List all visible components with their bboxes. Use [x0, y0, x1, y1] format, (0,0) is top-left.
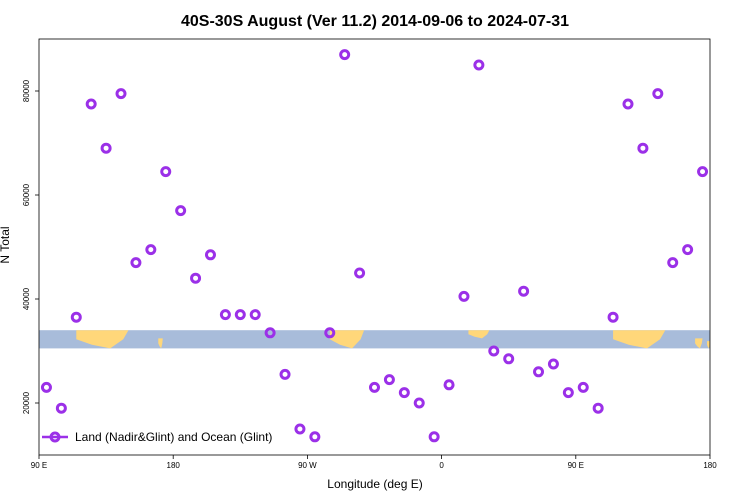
data-point	[175, 205, 187, 217]
data-point	[398, 387, 410, 399]
data-point	[369, 381, 380, 393]
y-tick-label: 60000	[22, 183, 31, 206]
chart-title: 40S-30S August (Ver 11.2) 2014-09-06 to …	[181, 13, 569, 30]
map-land-shape	[695, 338, 703, 349]
y-tick-label: 40000	[22, 287, 31, 310]
data-point	[55, 402, 67, 414]
map-ocean	[39, 330, 710, 349]
data-point	[309, 431, 321, 443]
data-point	[264, 327, 276, 339]
data-point	[592, 402, 604, 414]
data-point	[667, 257, 679, 269]
x-tick-label: 180	[167, 461, 181, 470]
data-point	[637, 142, 649, 154]
data-point	[234, 309, 246, 321]
y-tick-label: 80000	[22, 79, 31, 102]
data-point	[533, 366, 545, 378]
data-point	[249, 309, 261, 321]
map-land-shape	[329, 330, 365, 349]
data-point	[294, 423, 306, 435]
data-point	[279, 368, 291, 380]
world-map-strip	[39, 330, 710, 349]
data-point	[488, 345, 500, 357]
data-point	[160, 166, 172, 178]
data-point	[130, 257, 142, 269]
data-point	[383, 374, 395, 386]
y-tick-label: 20000	[22, 391, 31, 414]
x-tick-label: 180	[703, 461, 717, 470]
data-points	[40, 49, 709, 443]
data-point	[204, 249, 216, 261]
x-axis: 90 E 180 90 W 0 90 E 180	[31, 455, 717, 470]
legend-marker-swatch	[49, 431, 61, 443]
data-point	[562, 387, 574, 399]
legend-entry: Land (Nadir&Glint) and Ocean (Glint)	[75, 430, 272, 444]
legend: Land (Nadir&Glint) and Ocean (Glint)	[42, 430, 272, 444]
data-point	[413, 397, 425, 409]
data-point	[70, 311, 82, 323]
x-tick-label: 90 E	[31, 461, 47, 470]
y-axis: 20000 40000 60000 80000	[22, 79, 39, 414]
map-land-shape	[468, 330, 490, 339]
x-tick-label: 90 E	[568, 461, 584, 470]
data-point	[190, 272, 202, 284]
map-land-shape	[613, 330, 666, 349]
data-point	[607, 311, 619, 323]
data-point	[547, 358, 559, 370]
data-point	[115, 88, 127, 100]
data-point	[473, 59, 485, 71]
data-point	[503, 353, 515, 365]
data-point	[219, 309, 231, 321]
map-land-shape	[158, 338, 163, 349]
data-point	[40, 381, 52, 393]
data-point	[652, 88, 664, 100]
y-axis-label: N Total	[0, 226, 12, 263]
x-tick-label: 0	[439, 461, 444, 470]
data-point	[577, 381, 589, 393]
map-land-shape	[707, 341, 710, 349]
data-point	[145, 244, 157, 256]
data-point	[622, 98, 634, 110]
plot-area-frame	[38, 38, 711, 456]
x-tick-label: 90 W	[298, 461, 317, 470]
data-point	[518, 285, 530, 297]
data-point	[100, 142, 112, 154]
data-point	[324, 327, 336, 339]
data-point	[697, 166, 709, 178]
data-point	[354, 267, 366, 279]
map-land-shape	[76, 330, 129, 349]
x-axis-label: Longitude (deg E)	[327, 477, 422, 491]
data-point	[458, 290, 470, 302]
data-point	[339, 49, 351, 61]
map-landmasses	[76, 330, 710, 349]
data-point	[428, 431, 440, 443]
data-point	[85, 98, 97, 110]
data-point	[682, 244, 694, 256]
data-point	[443, 379, 455, 391]
